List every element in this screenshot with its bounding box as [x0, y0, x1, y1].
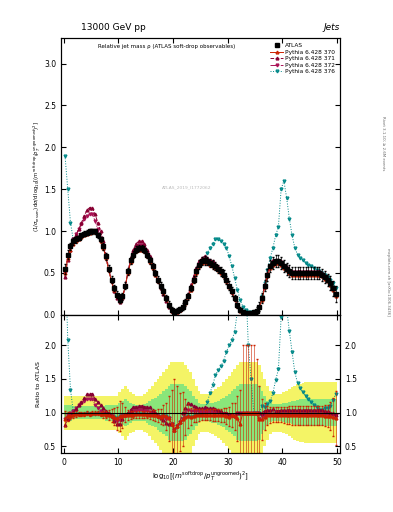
Y-axis label: $(1/\sigma_\mathrm{resum})\,\mathrm{d}\sigma/\mathrm{d}\,\mathrm{log}_{10}[(m^{\: $(1/\sigma_\mathrm{resum})\,\mathrm{d}\s…	[31, 121, 42, 232]
Text: mcplots.cern.ch [arXiv:1306.3436]: mcplots.cern.ch [arXiv:1306.3436]	[386, 248, 390, 315]
Text: ATLAS_2019_I1772062: ATLAS_2019_I1772062	[162, 186, 211, 190]
Text: Jets: Jets	[323, 23, 340, 32]
Legend: ATLAS, Pythia 6.428 370, Pythia 6.428 371, Pythia 6.428 372, Pythia 6.428 376: ATLAS, Pythia 6.428 370, Pythia 6.428 37…	[268, 41, 337, 76]
Y-axis label: Ratio to ATLAS: Ratio to ATLAS	[36, 361, 41, 407]
X-axis label: $\mathrm{log}_{10}[(m^{\mathrm{soft\,drop}}/p_T^{\mathrm{ungroomed}})^2]$: $\mathrm{log}_{10}[(m^{\mathrm{soft\,dro…	[152, 470, 249, 483]
Text: Rivet 3.1.10; ≥ 2.6M events: Rivet 3.1.10; ≥ 2.6M events	[381, 116, 385, 170]
Text: 13000 GeV pp: 13000 GeV pp	[81, 23, 145, 32]
Text: Relative jet mass ρ (ATLAS soft-drop observables): Relative jet mass ρ (ATLAS soft-drop obs…	[98, 44, 235, 49]
